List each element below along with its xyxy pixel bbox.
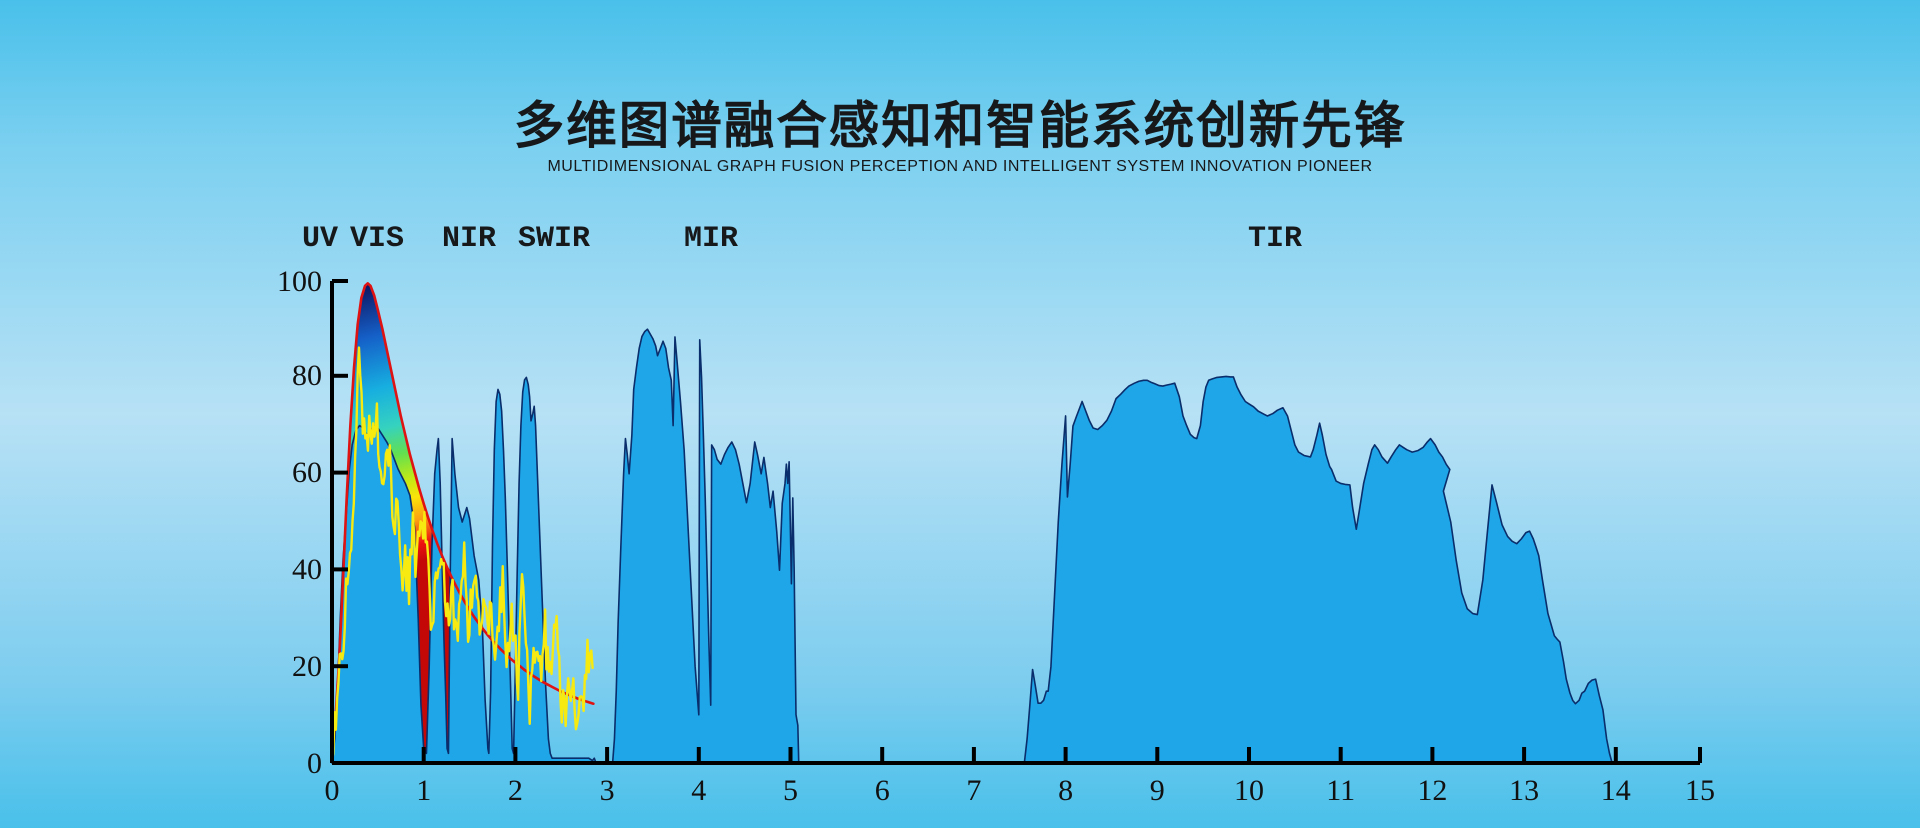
svg-text:60: 60 <box>292 456 322 489</box>
svg-text:40: 40 <box>292 553 322 586</box>
svg-text:11: 11 <box>1326 774 1355 807</box>
svg-text:2: 2 <box>508 774 523 807</box>
svg-text:20: 20 <box>292 650 322 683</box>
svg-text:13: 13 <box>1509 774 1539 807</box>
svg-text:10: 10 <box>1234 774 1264 807</box>
svg-text:6: 6 <box>875 774 890 807</box>
svg-text:15: 15 <box>1685 774 1715 807</box>
svg-text:0: 0 <box>307 747 322 780</box>
svg-text:8: 8 <box>1058 774 1073 807</box>
svg-text:0: 0 <box>325 774 340 807</box>
svg-text:80: 80 <box>292 359 322 392</box>
svg-text:100: 100 <box>277 265 322 298</box>
svg-text:12: 12 <box>1417 774 1447 807</box>
svg-text:5: 5 <box>783 774 798 807</box>
svg-text:1: 1 <box>416 774 431 807</box>
svg-text:7: 7 <box>966 774 981 807</box>
svg-text:14: 14 <box>1601 774 1631 807</box>
svg-text:9: 9 <box>1150 774 1165 807</box>
svg-text:3: 3 <box>600 774 615 807</box>
svg-text:4: 4 <box>691 774 706 807</box>
